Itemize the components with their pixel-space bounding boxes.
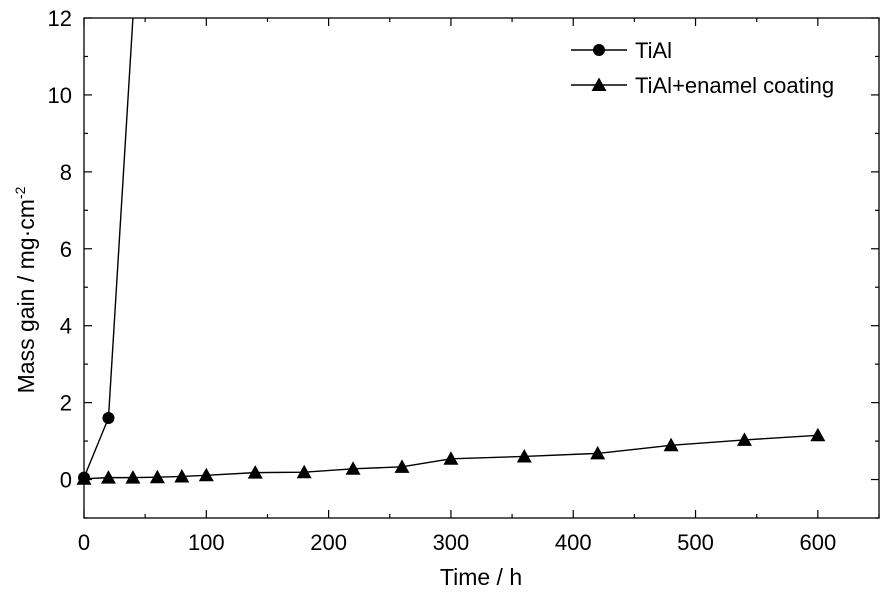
data-point-tial-enamel — [100, 470, 116, 484]
y-tick-label: 8 — [60, 160, 72, 185]
data-point-tial-enamel — [443, 451, 459, 465]
x-tick-label: 500 — [677, 530, 714, 555]
legend-label-tial: TiAl — [635, 38, 672, 63]
x-tick-label: 200 — [310, 530, 347, 555]
y-axis-title-superscript: -2 — [12, 186, 28, 199]
data-point-tial-enamel — [174, 468, 190, 483]
y-axis-title-main: Mass gain / mg·cm — [13, 199, 39, 393]
y-tick-label: 10 — [48, 83, 72, 108]
data-point-tial-enamel — [198, 467, 214, 482]
x-tick-label: 100 — [188, 530, 225, 555]
series-tial-enamel — [76, 427, 826, 485]
x-tick-label: 600 — [799, 530, 836, 555]
data-point-tial-enamel — [125, 470, 141, 484]
series-line-tial-enamel — [83, 434, 818, 480]
y-tick-label: 12 — [48, 6, 72, 31]
data-point-tial-enamel — [76, 471, 92, 485]
x-axis-title: Time / h — [440, 564, 522, 590]
series-tial — [78, 17, 134, 484]
x-tick-label: 300 — [433, 530, 470, 555]
legend-marker-tial — [593, 44, 605, 56]
legend-label-tial-enamel: TiAl+enamel coating — [635, 73, 834, 98]
data-point-tial-enamel — [247, 465, 263, 479]
data-point-tial-enamel — [149, 469, 165, 484]
x-tick-label: 400 — [555, 530, 592, 555]
data-point-tial-enamel — [394, 459, 410, 473]
x-tick-label: 0 — [78, 530, 90, 555]
legend-marker-tial-enamel — [591, 77, 607, 91]
y-tick-label: 4 — [60, 314, 72, 339]
legend-item-tial: TiAl — [571, 38, 672, 63]
data-point-tial — [102, 412, 115, 424]
y-tick-label: 2 — [60, 391, 72, 416]
data-point-tial-enamel — [516, 448, 532, 463]
data-point-tial-enamel — [736, 432, 752, 446]
data-point-tial-enamel — [345, 461, 361, 475]
plot-frame — [83, 17, 880, 519]
y-axis-title-group: Mass gain / mg·cm-2 — [12, 186, 39, 393]
legend-item-tial-enamel: TiAl+enamel coating — [571, 73, 834, 98]
series-line-tial — [83, 17, 134, 478]
series-layer — [76, 17, 826, 485]
legend: TiAl TiAl+enamel coating — [571, 38, 834, 98]
y-axis-title: Mass gain / mg·cm-2 — [12, 186, 39, 393]
data-point-tial-enamel — [296, 464, 312, 479]
y-tick-label: 6 — [60, 237, 72, 262]
axis-ticks: 0 100 200 300 400 500 600 0 2 4 6 8 10 12 — [48, 6, 880, 555]
data-point-tial-enamel — [663, 437, 679, 452]
data-point-tial-enamel — [810, 427, 826, 442]
data-point-tial-enamel — [590, 445, 606, 460]
y-tick-label: 0 — [60, 468, 72, 493]
